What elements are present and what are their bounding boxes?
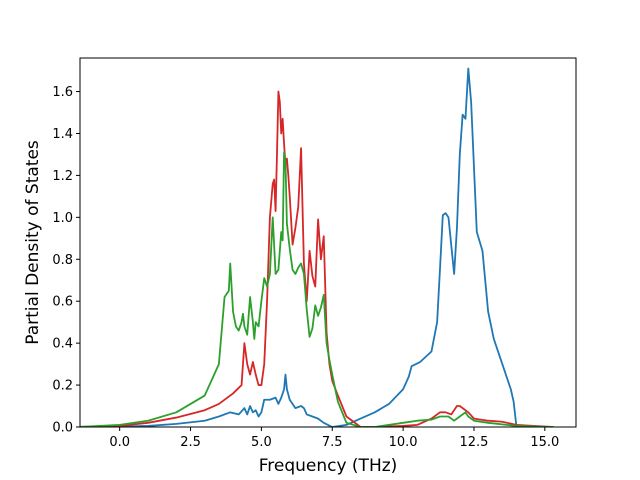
x-tick-label: 10.0 <box>389 435 418 450</box>
y-axis-label: Partial Density of States <box>23 140 43 345</box>
x-axis-label: Frequency (THz) <box>259 456 398 476</box>
x-axis-ticks: 0.0 2.5 5.0 7.5 10.0 12.5 15.0 <box>109 427 559 450</box>
plot-frame <box>79 57 577 428</box>
x-tick-label: 2.5 <box>180 435 201 450</box>
x-tick-label: 5.0 <box>251 435 272 450</box>
series-line-1 <box>80 67 554 427</box>
y-tick-label: 0.2 <box>52 379 73 394</box>
y-tick-label: 0.8 <box>52 253 73 268</box>
x-tick-label: 12.5 <box>459 435 488 450</box>
x-tick-label: 15.0 <box>530 435 559 450</box>
series-line-3 <box>80 151 554 427</box>
series-line-2 <box>80 90 554 427</box>
x-tick-label: 7.5 <box>322 435 343 450</box>
y-tick-label: 0.6 <box>52 295 73 310</box>
y-tick-label: 1.4 <box>52 127 73 142</box>
series-lines <box>80 67 554 427</box>
y-tick-label: 1.0 <box>52 211 73 226</box>
y-axis-ticks: 0.0 0.2 0.4 0.6 0.8 1.0 1.2 1.4 1.6 <box>52 85 80 436</box>
y-tick-label: 1.2 <box>52 169 73 184</box>
y-tick-label: 0.4 <box>52 337 73 352</box>
x-tick-label: 0.0 <box>109 435 130 450</box>
y-tick-label: 1.6 <box>52 85 73 100</box>
y-tick-label: 0.0 <box>52 421 73 436</box>
